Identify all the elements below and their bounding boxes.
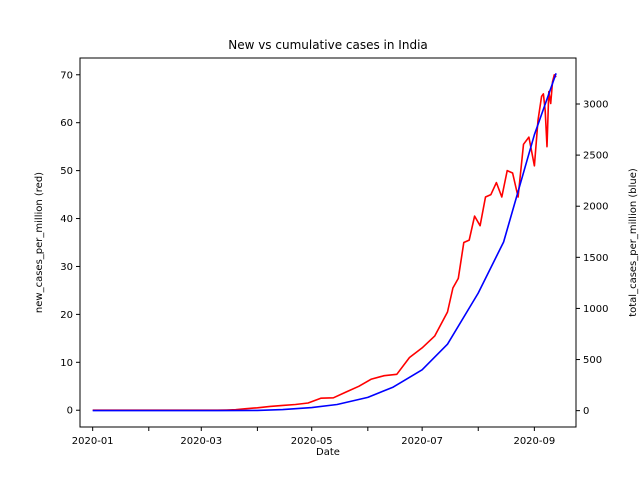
- y-left-tick-label: 30: [60, 262, 73, 273]
- y-left-tick-label: 20: [60, 310, 73, 321]
- x-tick-label: 2020-07: [401, 436, 443, 447]
- y-right-tick-label: 3000: [583, 99, 608, 110]
- y-right-tick-label: 1000: [583, 304, 608, 315]
- series-line-total-cases: [92, 73, 557, 412]
- y-axis-left-label: new_cases_per_million (red): [34, 172, 45, 313]
- series-layer: [92, 73, 557, 412]
- y-right-tick-label: 500: [583, 355, 602, 366]
- y-axis-right-label: total_cases_per_million (blue): [628, 168, 639, 317]
- y-right-tick-label: 2000: [583, 202, 608, 213]
- y-left-tick-label: 0: [67, 406, 73, 417]
- y-left-tick-label: 50: [60, 166, 73, 177]
- x-tick-label: 2020-03: [180, 436, 222, 447]
- x-tick-label: 2020-09: [513, 436, 555, 447]
- y-right-tick-label: 0: [583, 406, 589, 417]
- chart-title: New vs cumulative cases in India: [228, 38, 428, 52]
- y-axis-right: 0 500 1000 1500 2000 2500 3000: [576, 99, 608, 417]
- plot-background: [80, 58, 576, 427]
- y-axis-left: 0 10 20 30 40 50 60 70: [60, 70, 80, 417]
- y-left-tick-label: 60: [60, 118, 73, 129]
- y-right-tick-label: 1500: [583, 253, 608, 264]
- plot-frame: [79, 57, 577, 428]
- x-tick-label: 2020-05: [291, 436, 333, 447]
- x-axis-label: Date: [316, 447, 340, 458]
- y-left-tick-label: 40: [60, 214, 73, 225]
- y-left-tick-label: 10: [60, 358, 73, 369]
- y-right-tick-label: 2500: [583, 151, 608, 162]
- x-tick-label: 2020-01: [72, 436, 114, 447]
- y-left-tick-label: 70: [60, 70, 73, 81]
- x-axis: 2020-01 2020-03 2020-05 2020-07 2020-09: [72, 427, 555, 447]
- series-line-new-cases: [92, 74, 557, 412]
